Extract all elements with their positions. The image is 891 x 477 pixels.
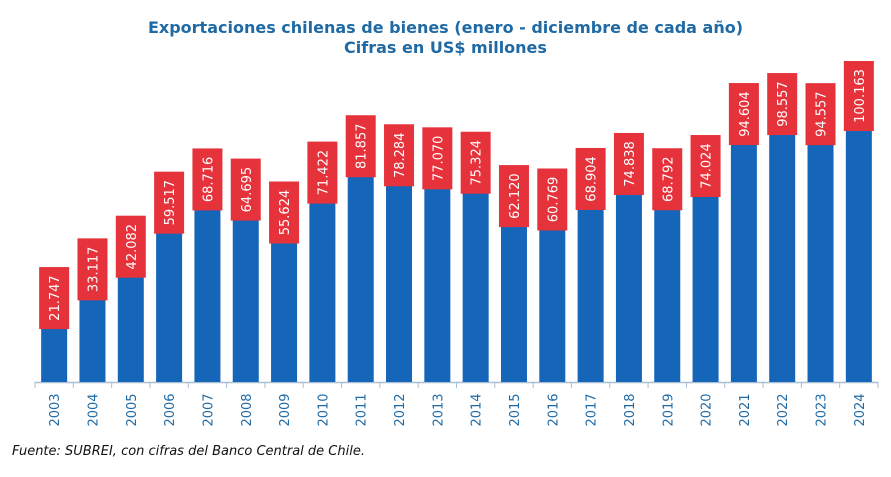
- bar-2006: [156, 231, 183, 382]
- bar-2007: [194, 208, 221, 382]
- data-label: 78.284: [393, 133, 408, 179]
- data-label-box: [269, 181, 300, 244]
- bar-2016: [539, 228, 566, 382]
- bar-2004: [79, 298, 106, 382]
- data-label-box: [537, 168, 568, 231]
- x-tick-label: 2012: [393, 393, 408, 426]
- chart-title: Exportaciones chilenas de bienes (enero …: [147, 18, 744, 37]
- bar-2008: [232, 218, 259, 382]
- x-tick-label: 2009: [278, 393, 293, 426]
- bar-2014: [462, 191, 489, 382]
- x-tick-label: 2019: [661, 393, 676, 426]
- data-label: 21.747: [48, 275, 63, 321]
- data-label-box: [613, 132, 644, 195]
- bar-2024: [845, 129, 872, 382]
- x-tick-label: 2014: [470, 393, 485, 426]
- x-tick-label: 2004: [86, 393, 101, 426]
- source-note: Fuente: SUBREI, con cifras del Banco Cen…: [12, 444, 365, 459]
- data-label-box: [384, 124, 415, 187]
- data-label-box: [805, 83, 836, 146]
- data-label: 68.792: [661, 156, 676, 202]
- data-label-box: [307, 141, 338, 204]
- bar-2018: [615, 192, 642, 382]
- bar-2013: [424, 187, 451, 382]
- bar-2020: [692, 195, 719, 382]
- data-label: 77.070: [431, 136, 446, 182]
- data-label-box: [843, 61, 874, 131]
- x-tick-label: 2010: [316, 393, 331, 426]
- bar-2010: [309, 201, 336, 382]
- data-label-box: [115, 215, 146, 278]
- x-tick-label: 2021: [738, 393, 753, 426]
- data-label-box: [39, 267, 70, 330]
- bar-chart: 21.747 2003 33.117 2004 42.082 2005 59.517 2006…: [34, 61, 879, 427]
- data-label-box: [192, 148, 223, 211]
- x-tick-label: 2003: [48, 393, 63, 426]
- data-label-box: [230, 158, 261, 221]
- data-label-box: [345, 115, 376, 178]
- data-label: 68.904: [585, 156, 600, 202]
- data-label-box: [767, 73, 798, 136]
- data-label: 62.120: [508, 173, 523, 219]
- data-label: 42.082: [125, 224, 140, 270]
- bar-2011: [347, 175, 374, 382]
- data-label-box: [690, 135, 721, 198]
- bar-2019: [654, 208, 681, 382]
- data-label-box: [154, 171, 185, 234]
- data-label: 94.604: [738, 91, 753, 137]
- bar-2003: [41, 327, 68, 382]
- data-label: 71.422: [316, 150, 331, 196]
- data-label: 74.838: [623, 141, 638, 187]
- data-label: 59.517: [163, 180, 178, 226]
- data-label: 74.024: [700, 143, 715, 189]
- x-tick-label: 2023: [815, 393, 830, 426]
- x-tick-label: 2011: [355, 393, 370, 426]
- bar-2009: [271, 241, 298, 382]
- data-label: 60.769: [546, 177, 561, 223]
- x-tick-label: 2024: [853, 393, 868, 426]
- data-label: 75.324: [470, 140, 485, 186]
- bar-2005: [117, 275, 144, 382]
- data-label-box: [422, 127, 453, 190]
- x-tick-label: 2022: [776, 393, 791, 426]
- bar-2015: [500, 225, 527, 382]
- x-tick-label: 2006: [163, 393, 178, 426]
- data-label: 33.117: [86, 247, 101, 293]
- x-tick-label: 2008: [240, 393, 255, 426]
- x-tick-label: 2005: [125, 393, 140, 426]
- data-label-box: [575, 147, 606, 210]
- bar-2017: [577, 207, 604, 382]
- bar-2023: [807, 143, 834, 382]
- bar-2021: [730, 143, 757, 382]
- x-tick-label: 2020: [700, 393, 715, 426]
- data-label-box: [652, 148, 683, 211]
- data-label: 64.695: [240, 167, 255, 213]
- data-label: 100.163: [853, 69, 868, 123]
- bar-2012: [386, 184, 413, 382]
- data-label: 98.557: [776, 81, 791, 127]
- data-label-box: [77, 238, 108, 301]
- x-tick-label: 2018: [623, 393, 638, 426]
- x-tick-label: 2015: [508, 393, 523, 426]
- data-label: 94.557: [815, 91, 830, 136]
- x-tick-label: 2016: [546, 393, 561, 426]
- data-label: 68.716: [201, 157, 216, 203]
- data-label-box: [460, 131, 491, 194]
- chart-subtitle: Cifras en US$ millones: [344, 38, 547, 57]
- data-label-box: [728, 83, 759, 146]
- x-tick-label: 2013: [431, 393, 446, 426]
- data-label-box: [498, 165, 529, 228]
- bar-2022: [769, 133, 796, 382]
- x-tick-label: 2007: [201, 393, 216, 426]
- data-label: 55.624: [278, 190, 293, 236]
- data-label: 81.857: [355, 123, 370, 169]
- x-tick-label: 2017: [585, 393, 600, 426]
